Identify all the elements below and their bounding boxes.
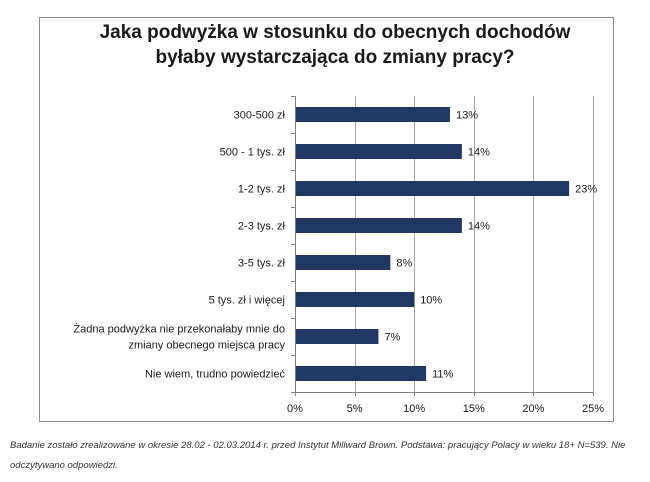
x-tick-label-2: 10% bbox=[403, 403, 425, 415]
bar-0 bbox=[295, 107, 450, 122]
bar-6 bbox=[295, 329, 379, 344]
chart-title-line-1: Jaka podwyżka w stosunku do obecnych doc… bbox=[99, 22, 571, 43]
x-tick-label-0: 0% bbox=[287, 403, 303, 415]
value-label-0: 13% bbox=[456, 110, 478, 122]
footnote: Badanie zostało zrealizowane w okresie 2… bbox=[10, 440, 626, 471]
bar-3 bbox=[295, 218, 462, 233]
category-label-4: 3-5 tys. zł bbox=[238, 258, 286, 270]
x-tick-label-3: 15% bbox=[463, 403, 485, 415]
value-label-6: 7% bbox=[384, 332, 400, 344]
value-label-5: 10% bbox=[420, 295, 442, 307]
bar-7 bbox=[295, 366, 427, 381]
x-tick-label-1: 5% bbox=[347, 403, 363, 415]
category-label-3: 2-3 tys. zł bbox=[238, 221, 286, 233]
x-tick-label-5: 25% bbox=[582, 403, 604, 415]
category-label-6-line-0: Żadna podwyżka nie przekonałaby mnie do bbox=[73, 323, 285, 336]
category-label-5: 5 tys. zł i więcej bbox=[209, 295, 285, 307]
category-label-0: 300-500 zł bbox=[234, 110, 286, 122]
chart-title: Jaka podwyżka w stosunku do obecnych doc… bbox=[70, 20, 600, 70]
category-label-1: 500 - 1 tys. zł bbox=[220, 147, 286, 159]
x-tick-label-4: 20% bbox=[522, 403, 544, 415]
bar-5 bbox=[295, 292, 415, 307]
category-label-2: 1-2 tys. zł bbox=[238, 184, 286, 196]
value-label-7: 11% bbox=[432, 369, 453, 381]
category-label-7: Nie wiem, trudno powiedzieć bbox=[145, 369, 286, 381]
value-label-3: 14% bbox=[468, 221, 490, 233]
bar-2 bbox=[295, 181, 570, 196]
category-label-6-line-1: zmiany obecnego miejsca pracy bbox=[128, 340, 285, 352]
bar-4 bbox=[295, 255, 391, 270]
value-label-2: 23% bbox=[575, 184, 597, 196]
bar-1 bbox=[295, 144, 462, 159]
value-label-4: 8% bbox=[396, 258, 412, 270]
chart-title-line-2: byłaby wystarczająca do zmiany pracy? bbox=[155, 47, 515, 68]
value-label-1: 14% bbox=[468, 147, 490, 159]
